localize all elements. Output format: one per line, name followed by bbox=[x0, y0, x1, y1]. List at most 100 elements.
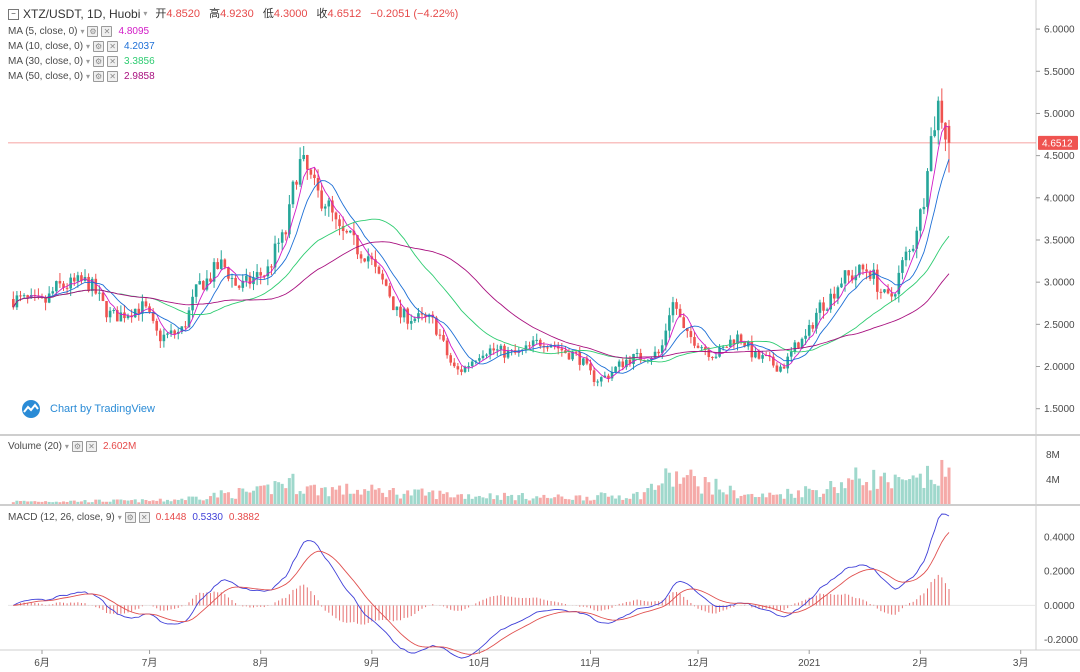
volume-bar bbox=[83, 500, 87, 504]
volume-bar bbox=[703, 477, 707, 504]
volume-bar bbox=[868, 490, 872, 504]
volume-bar bbox=[589, 500, 593, 504]
close-icon[interactable]: ✕ bbox=[101, 26, 113, 37]
volume-bar bbox=[416, 489, 420, 504]
indicator-label: MA (5, close, 0) bbox=[8, 26, 78, 37]
candle-body bbox=[137, 308, 141, 314]
chevron-down-icon[interactable]: ▾ bbox=[86, 42, 91, 51]
candle-body bbox=[406, 308, 409, 324]
candle bbox=[191, 289, 194, 318]
candle-body bbox=[797, 342, 800, 349]
chevron-down-icon[interactable]: ▾ bbox=[80, 27, 85, 36]
volume-bar bbox=[470, 498, 474, 504]
volume-bar bbox=[201, 500, 205, 504]
settings-icon[interactable]: ⚙ bbox=[124, 512, 136, 523]
candle-body bbox=[237, 285, 241, 288]
volume-bar bbox=[420, 488, 424, 504]
candle bbox=[69, 273, 72, 297]
settings-icon[interactable]: ⚙ bbox=[93, 56, 105, 67]
candle bbox=[384, 278, 388, 287]
candle bbox=[883, 288, 886, 294]
volume-bar bbox=[212, 492, 216, 504]
volume-bar bbox=[456, 494, 460, 504]
candle bbox=[639, 348, 642, 363]
close-icon[interactable]: ✕ bbox=[107, 41, 119, 52]
candle-body bbox=[162, 334, 166, 342]
volume-bar bbox=[305, 486, 309, 504]
candle-body bbox=[478, 358, 481, 361]
candle bbox=[492, 342, 496, 355]
close-icon[interactable]: ✕ bbox=[107, 56, 119, 67]
candle-body bbox=[345, 231, 349, 233]
candle bbox=[829, 288, 832, 313]
candle-body bbox=[897, 272, 901, 295]
candle bbox=[445, 338, 449, 359]
chevron-down-icon[interactable]: ▾ bbox=[86, 72, 91, 81]
chevron-down-icon[interactable]: ▾ bbox=[86, 57, 91, 66]
volume-bar bbox=[642, 492, 646, 504]
close-icon[interactable]: ✕ bbox=[107, 71, 119, 82]
volume-bar bbox=[208, 496, 212, 504]
candle bbox=[230, 273, 234, 288]
candle-body bbox=[98, 292, 101, 294]
volume-bar bbox=[581, 500, 585, 504]
volume-bar bbox=[366, 490, 370, 504]
candle-body bbox=[714, 356, 718, 358]
candle bbox=[126, 313, 130, 320]
volume-bar bbox=[413, 489, 417, 504]
settings-icon[interactable]: ⚙ bbox=[93, 41, 105, 52]
ma10-line bbox=[12, 158, 950, 374]
settings-icon[interactable]: ⚙ bbox=[87, 26, 99, 37]
volume-bar bbox=[191, 496, 195, 504]
candle bbox=[141, 294, 144, 322]
volume-bar bbox=[176, 499, 180, 504]
candle-body bbox=[313, 174, 316, 179]
candle-body bbox=[198, 281, 202, 285]
volume-bar bbox=[510, 494, 514, 504]
candle bbox=[123, 304, 126, 323]
volume-tick-label: 8M bbox=[1046, 450, 1060, 461]
candle-body bbox=[327, 200, 331, 207]
candle bbox=[377, 265, 381, 275]
candle-body bbox=[363, 258, 366, 262]
candle bbox=[173, 329, 176, 339]
candle-body bbox=[277, 242, 280, 244]
candle-body bbox=[47, 293, 51, 303]
volume-bar bbox=[341, 494, 345, 504]
settings-icon[interactable]: ⚙ bbox=[93, 71, 105, 82]
candle bbox=[901, 257, 904, 280]
candle bbox=[693, 331, 696, 349]
volume-bar bbox=[585, 496, 589, 504]
volume-bar bbox=[890, 488, 894, 504]
close-icon[interactable]: ✕ bbox=[85, 441, 97, 452]
candle-body bbox=[395, 306, 399, 311]
candle bbox=[302, 145, 306, 162]
volume-bar bbox=[832, 487, 836, 504]
candle bbox=[675, 298, 678, 315]
collapse-icon[interactable]: − bbox=[8, 8, 19, 20]
volume-bar bbox=[517, 495, 521, 504]
macd-label: MACD (12, 26, close, 9) bbox=[8, 512, 115, 523]
volume-bar bbox=[402, 493, 406, 504]
volume-bar bbox=[567, 499, 571, 504]
chevron-down-icon[interactable]: ▾ bbox=[64, 442, 69, 451]
tradingview-badge[interactable]: Chart by TradingView bbox=[18, 400, 155, 418]
candle-body bbox=[574, 351, 578, 353]
candle-body bbox=[212, 262, 216, 282]
candle-body bbox=[782, 366, 786, 369]
settings-icon[interactable]: ⚙ bbox=[71, 441, 83, 452]
candle bbox=[467, 362, 470, 372]
candle bbox=[80, 272, 83, 284]
close-icon[interactable]: ✕ bbox=[138, 512, 150, 523]
candle bbox=[524, 340, 528, 354]
candle-body bbox=[105, 301, 108, 318]
candle-body bbox=[693, 337, 696, 346]
candle-body bbox=[159, 330, 162, 342]
chevron-down-icon[interactable]: ▾ bbox=[117, 513, 122, 522]
volume-bar bbox=[388, 490, 392, 504]
candle bbox=[922, 198, 926, 215]
candle-body bbox=[209, 278, 212, 282]
chevron-down-icon[interactable]: ▾ bbox=[143, 9, 148, 18]
volume-bar bbox=[796, 490, 800, 504]
